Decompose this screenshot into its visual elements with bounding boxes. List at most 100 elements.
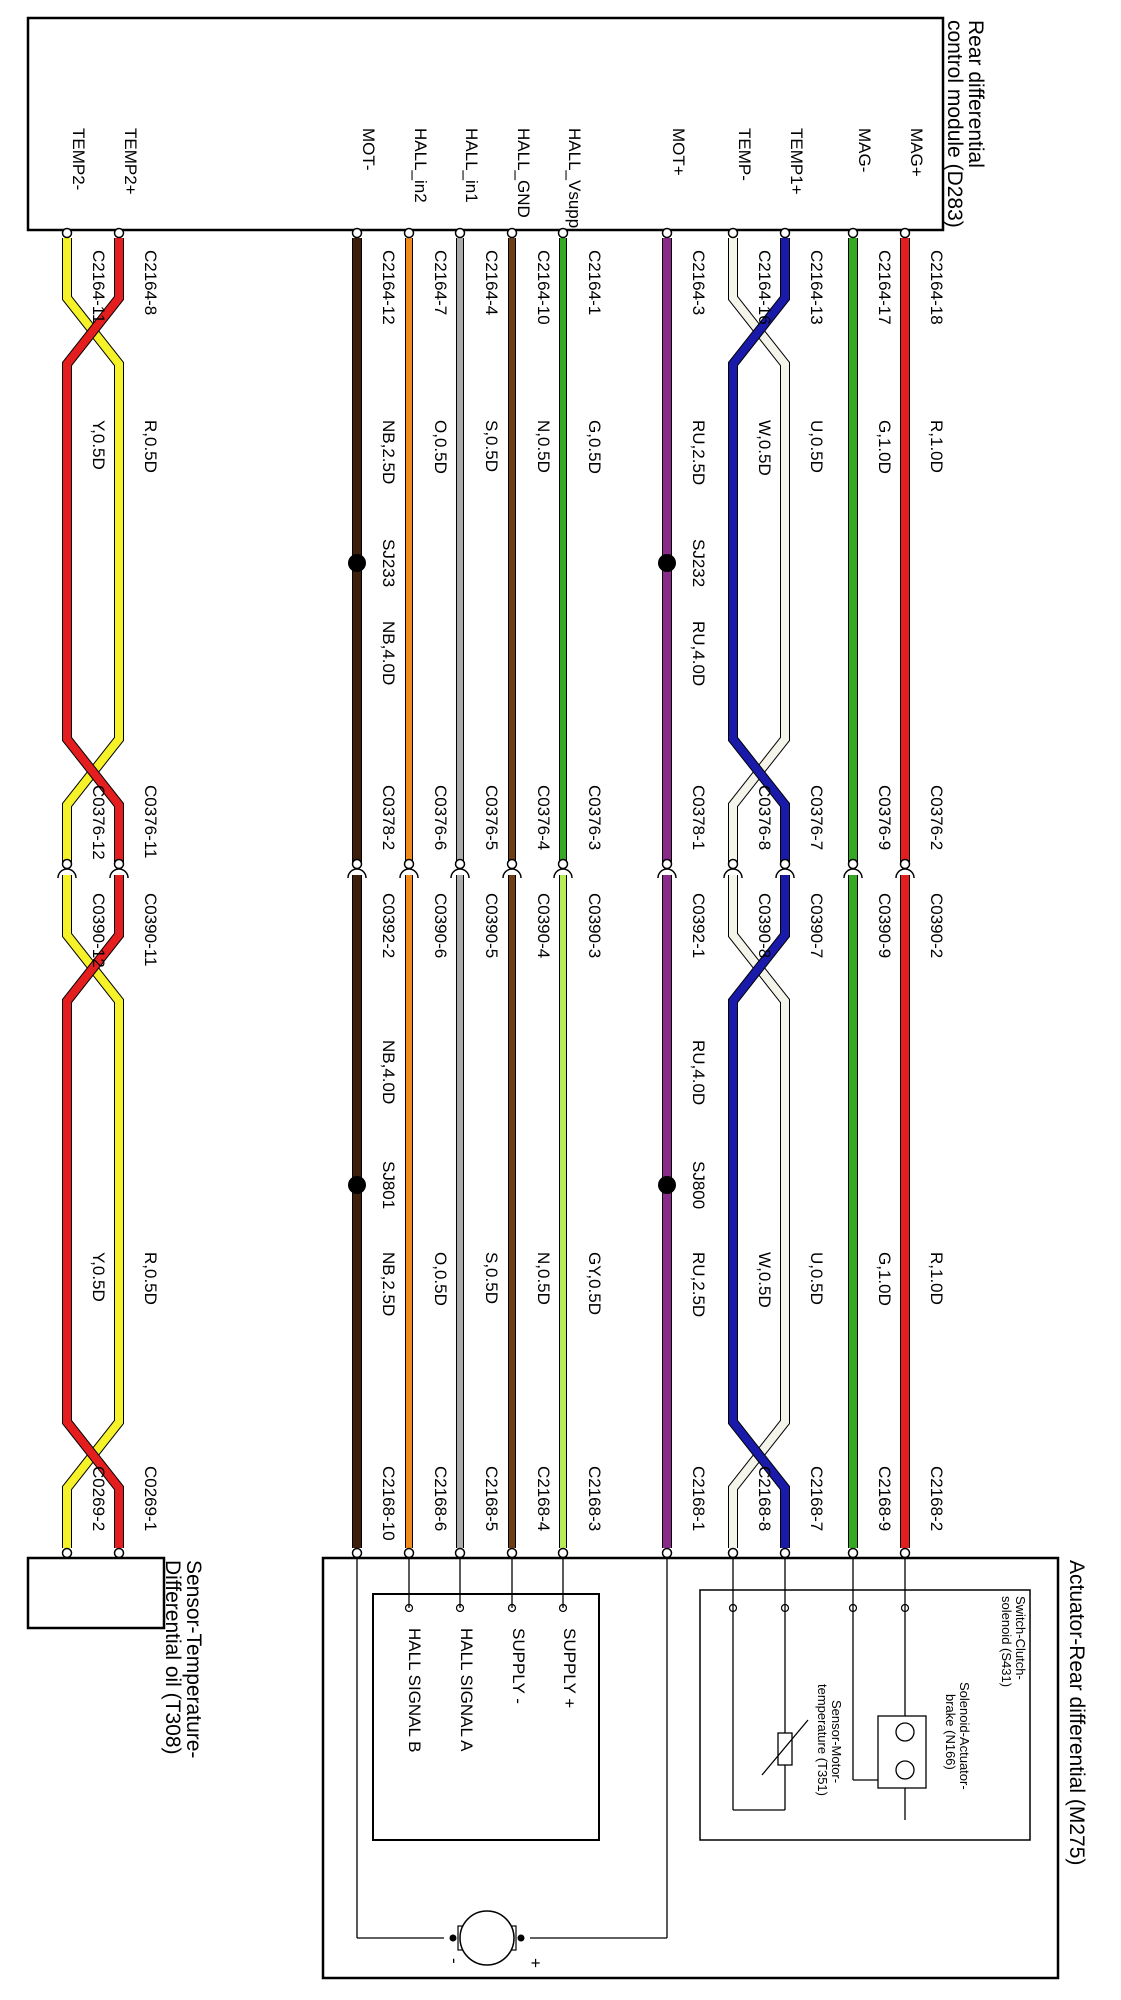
connector-label-a-hall-in1: C0376-5 <box>482 785 501 850</box>
terminal-d283-mot- <box>351 227 363 239</box>
splice-wire-label-sj233: NB,4.0D <box>379 621 398 685</box>
connector-label-b-hall-in2: C0390-6 <box>431 893 450 958</box>
pin-name-temp-: TEMP- <box>735 128 754 181</box>
connector-label-b-temp2-: C0390-12 <box>89 893 108 968</box>
terminal-inline-a-hall-vsupp <box>557 858 569 870</box>
module-t308: Sensor-Temperature- Differential oil (T3… <box>26 1556 205 1758</box>
hall-sensor-box <box>372 1593 600 1841</box>
wire-label-2-temp1-: U,0.5D <box>807 1252 826 1305</box>
module-m275: Actuator-Rear differential (M275) Switch… <box>321 1556 1088 1980</box>
terminal-inline-a-temp2- <box>61 858 73 870</box>
terminal-end-mag- <box>899 1547 911 1559</box>
splice-label-sj801: SJ801 <box>379 1161 398 1209</box>
splice-wire-label-sj232: RU,4.0D <box>689 621 708 686</box>
hall-signal-b-label: HALL SIGNAL B <box>405 1628 424 1752</box>
splice-sj232 <box>658 554 676 572</box>
terminal-end-hall-vsupp <box>557 1547 569 1559</box>
connector-label-mot-: C2164-12 <box>379 250 398 325</box>
wire-label-2-hall-vsupp: GY,0.5D <box>585 1252 604 1315</box>
connector-label-end-temp1-: C2168-7 <box>807 1466 826 1531</box>
pin-name-hall-in1: HALL_in1 <box>462 128 481 203</box>
module-m275-box <box>321 1556 1060 1980</box>
connector-label-end-temp-: C2168-8 <box>755 1466 774 1531</box>
connector-label-temp2-: C2164-11 <box>89 250 108 323</box>
connector-label-a-temp-: C0376-8 <box>755 785 774 850</box>
terminal-inline-a-mot- <box>661 858 673 870</box>
terminal-end-hall-in2 <box>403 1547 415 1559</box>
wire-label-1-mot-: RU,2.5D <box>689 420 708 485</box>
pin-name-mag-: MAG- <box>855 128 874 172</box>
connector-label-b-mot-: C0392-2 <box>379 893 398 958</box>
module-t308-title-line1: Sensor-Temperature- <box>182 1560 205 1758</box>
connector-label-a-mag-: C0376-2 <box>927 785 946 850</box>
connector-label-b-temp1-: C0390-7 <box>807 893 826 958</box>
pin-name-hall-gnd: HALL_GND <box>514 128 533 218</box>
wire-label-2-mot-: NB,2.5D <box>379 1252 398 1316</box>
terminal-inline-b-temp1- <box>775 868 795 879</box>
connector-label-a-temp2-: C0376-11 <box>141 785 160 858</box>
splice-sj233 <box>348 554 366 572</box>
connector-label-b-hall-in1: C0390-5 <box>482 893 501 958</box>
terminal-d283-mot- <box>661 227 673 239</box>
solenoid-coil-icon-2 <box>895 1760 915 1780</box>
wire-label-2-mot-: RU,2.5D <box>689 1252 708 1317</box>
module-d283-box <box>26 16 945 232</box>
terminal-inline-b-hall-in1 <box>450 868 470 879</box>
terminal-inline-a-temp1- <box>779 858 791 870</box>
motor-minus-dot <box>449 1934 457 1942</box>
wire-group <box>62 238 910 1548</box>
motor-plus-label: + <box>526 1958 545 1968</box>
twisted-pair-temp2-seg2 <box>62 875 124 1548</box>
connector-label-b-temp-: C0390-8 <box>755 893 774 958</box>
connector-label-end-hall-in1: C2168-5 <box>482 1466 501 1531</box>
connector-label-temp1-: C2164-13 <box>807 250 826 325</box>
connector-label-end-mag-: C2168-2 <box>927 1466 946 1531</box>
connector-label-a-hall-gnd: C0376-4 <box>534 785 553 850</box>
connector-label-b-mag-: C0390-2 <box>927 893 946 958</box>
module-t308-title-line2: Differential oil (T308) <box>161 1560 184 1755</box>
splice-group: SJ232 RU,4.0D SJ233 NB,4.0D SJ800 SJ801 RU,4.0… <box>348 539 708 1209</box>
terminal-end-mag- <box>847 1547 859 1559</box>
terminal-inline-b-temp2- <box>109 868 129 879</box>
connector-label-end-mag-: C2168-9 <box>875 1466 894 1531</box>
terminal-d283-mag- <box>899 227 911 239</box>
connector-label-b-temp2-: C0390-11 <box>141 893 160 966</box>
motor-temp-label-line1: Sensor-Motor- <box>829 1700 844 1783</box>
motor-plus-dot <box>517 1934 525 1942</box>
terminal-inline-b-hall-in2 <box>399 868 419 879</box>
terminal-end-mot- <box>351 1547 363 1559</box>
solenoid-label-line1: Solenoid-Actuator- <box>957 1682 972 1790</box>
module-m275-title: Actuator-Rear differential (M275) <box>1065 1560 1088 1865</box>
motor-temp-label-line2: temperature (T351) <box>815 1684 830 1796</box>
wire-label-2-hall-in1: S,0.5D <box>482 1252 501 1304</box>
connector-label-a-hall-vsupp: C0376-3 <box>585 785 604 850</box>
pin-name-temp1-: TEMP1+ <box>787 128 806 195</box>
connector-label-b-hall-gnd: C0390-4 <box>534 893 553 958</box>
terminal-inline-a-hall-in1 <box>454 858 466 870</box>
connector-label-end-temp2-: C0269-2 <box>89 1466 108 1531</box>
connector-label-a-mot-: C0378-1 <box>689 785 708 850</box>
terminal-inline-b-mag- <box>895 868 915 879</box>
connector-label-hall-in1: C2164-4 <box>482 250 501 315</box>
switch-clutch-label-line2: solenoid (S431) <box>999 1596 1014 1687</box>
terminal-end-temp2- <box>61 1547 73 1559</box>
splice-label-sj800: SJ800 <box>689 1161 708 1209</box>
twisted-pair-temp1-seg2-wire-a-outline <box>728 875 790 1548</box>
terminal-d283-mag- <box>847 227 859 239</box>
pin-name-mag-: MAG+ <box>907 128 926 177</box>
splice-label-sj233: SJ233 <box>379 539 398 587</box>
solenoid-label-line2: brake (N166) <box>943 1694 958 1770</box>
terminal-inline-b-hall-gnd <box>502 868 522 879</box>
terminal-end-temp1- <box>779 1547 791 1559</box>
wire-label-2-temp-: W,0.5D <box>755 1252 774 1308</box>
terminal-inline-b-temp- <box>723 868 743 879</box>
terminal-inline-a-mag- <box>847 858 859 870</box>
m275-internal-dots <box>404 1558 910 1613</box>
terminal-inline-a-hall-in2 <box>403 858 415 870</box>
wire-label-1-mag-: G,1.0D <box>875 420 894 474</box>
thermistor-arrow <box>761 1719 809 1776</box>
terminal-d283-temp1- <box>779 227 791 239</box>
wire-label-1-mot-: NB,2.5D <box>379 420 398 484</box>
pin-name-hall-in2: HALL_in2 <box>411 128 430 203</box>
connector-label-end-temp2-: C0269-1 <box>141 1466 160 1531</box>
